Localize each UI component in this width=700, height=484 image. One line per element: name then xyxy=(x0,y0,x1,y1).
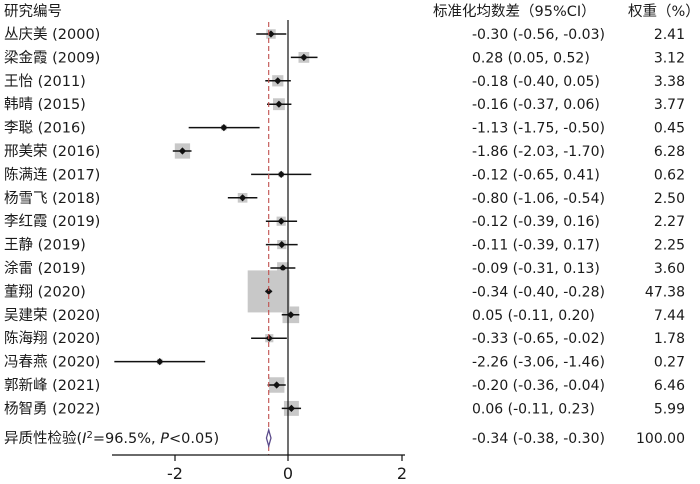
study-weight-text: 6.46 xyxy=(654,378,685,394)
study-weight-text: 2.50 xyxy=(654,191,685,207)
study-label: 陈满连 (2017) xyxy=(4,165,100,183)
overall-i2-sup: 2 xyxy=(86,430,92,441)
study-label: 丛庆美 (2000) xyxy=(4,26,100,43)
study-ci-text: -1.13 (-1.75, -0.50) xyxy=(472,121,605,137)
study-ci-text: 0.28 (0.05, 0.52) xyxy=(472,50,590,66)
study-label: 王怡 (2011) xyxy=(4,73,86,90)
study-label: 王静 (2019) xyxy=(4,237,86,254)
study-label: 杨智勇 (2022) xyxy=(4,400,100,417)
study-weight-text: 3.77 xyxy=(654,97,685,113)
study-label: 李聪 (2016) xyxy=(4,120,86,137)
x-tick-label-neg2: -2 xyxy=(167,464,183,483)
overall-p-value: <0.05) xyxy=(169,431,219,447)
overall-ci-text: -0.34 (-0.38, -0.30) xyxy=(472,431,605,447)
overall-weight-text: 100.00 xyxy=(636,431,685,447)
study-point-estimate xyxy=(278,241,286,249)
study-point-estimate xyxy=(265,287,273,295)
x-tick-label-0: 0 xyxy=(283,464,293,483)
study-point-estimate xyxy=(287,311,295,319)
study-label: 冯春燕 (2020) xyxy=(4,354,100,371)
study-weight-text: 3.60 xyxy=(654,261,685,277)
study-weight-text: 2.41 xyxy=(654,27,685,43)
plot-marks xyxy=(114,29,318,416)
study-label: 李红霞 (2019) xyxy=(4,213,100,230)
study-weight-text: 3.38 xyxy=(654,74,685,90)
study-weight-text: 3.12 xyxy=(654,50,685,66)
study-ci-text: 0.06 (-0.11, 0.23) xyxy=(472,401,595,417)
x-tick-label-2: 2 xyxy=(397,464,407,483)
study-ci-text: -0.11 (-0.39, 0.17) xyxy=(472,238,600,254)
study-ci-text: -0.16 (-0.37, 0.06) xyxy=(472,97,600,113)
study-weight-text: 0.45 xyxy=(654,121,685,137)
study-point-estimate xyxy=(277,170,285,178)
study-point-estimate xyxy=(178,147,187,155)
study-weight-text: 1.78 xyxy=(654,331,685,347)
header-study: 研究编号 xyxy=(4,3,62,20)
study-ci-text: -0.18 (-0.40, 0.05) xyxy=(472,74,600,90)
study-ci-text: -0.20 (-0.36, -0.04) xyxy=(472,378,605,394)
study-label: 涂雷 (2019) xyxy=(4,260,86,277)
study-label: 吴建荣 (2020) xyxy=(4,307,100,324)
study-weight-text: 2.25 xyxy=(654,238,685,254)
study-ci-text: -0.12 (-0.39, 0.16) xyxy=(472,214,600,230)
study-label: 邢美荣 (2016) xyxy=(4,143,100,160)
study-ci-text: -1.86 (-2.03, -1.70) xyxy=(472,144,605,160)
study-ci-text: -0.34 (-0.40, -0.28) xyxy=(472,284,605,300)
study-rows-text: 丛庆美 (2000) -0.30 (-0.56, -0.03) 2.41 梁金霞 (2… xyxy=(4,26,685,417)
study-point-estimate xyxy=(239,194,247,202)
study-weight-text: 0.27 xyxy=(654,355,685,371)
study-weight-text: 47.38 xyxy=(645,284,685,300)
study-point-estimate xyxy=(267,30,275,38)
study-label: 韩晴 (2015) xyxy=(4,96,86,113)
study-weight-text: 0.62 xyxy=(654,167,685,183)
study-point-estimate xyxy=(279,264,287,272)
overall-p-symbol: P xyxy=(160,431,169,447)
overall-label-prefix: 异质性检验( xyxy=(4,430,82,447)
study-point-estimate xyxy=(156,358,164,366)
study-ci-text: -0.33 (-0.65, -0.02) xyxy=(472,331,605,347)
study-ci-text: -0.30 (-0.56, -0.03) xyxy=(472,27,605,43)
study-point-estimate xyxy=(265,334,273,342)
study-ci-text: -0.09 (-0.31, 0.13) xyxy=(472,261,600,277)
overall-label: 异质性检验(I2=96.5%, P<0.05) xyxy=(4,430,219,448)
x-axis-ticks: -2 0 2 xyxy=(167,455,407,483)
study-point-estimate xyxy=(273,381,281,389)
study-label: 梁金霞 (2009) xyxy=(4,49,100,66)
study-weight-text: 7.44 xyxy=(654,308,685,324)
header-weight: 权重（%） xyxy=(628,3,700,20)
study-ci-text: 0.05 (-0.11, 0.20) xyxy=(472,308,595,324)
overall-row: 异质性检验(I2=96.5%, P<0.05) -0.34 (-0.38, -0… xyxy=(4,427,685,449)
study-point-estimate xyxy=(300,53,308,61)
study-point-estimate xyxy=(275,100,283,108)
study-weight-text: 5.99 xyxy=(654,401,685,417)
header-ci: 标准化均数差（95%CI） xyxy=(433,3,596,20)
overall-i2-value: =96.5%, xyxy=(93,431,160,447)
study-label: 杨雪飞 (2018) xyxy=(4,190,100,207)
study-ci-text: -2.26 (-3.06, -1.46) xyxy=(472,355,605,371)
study-weight-text: 6.28 xyxy=(654,144,685,160)
study-point-estimate xyxy=(277,217,285,225)
study-label: 陈海翔 (2020) xyxy=(4,329,100,347)
study-ci-text: -0.80 (-1.06, -0.54) xyxy=(472,191,605,207)
study-label: 董翔 (2020) xyxy=(4,283,86,300)
study-point-estimate xyxy=(287,404,296,412)
study-ci-text: -0.12 (-0.65, 0.41) xyxy=(472,167,600,183)
overall-diamond xyxy=(265,427,272,449)
overall-i2-symbol: I xyxy=(82,431,86,447)
study-point-estimate xyxy=(220,124,228,132)
study-label: 郭新峰 (2021) xyxy=(4,377,100,394)
study-weight-text: 2.27 xyxy=(654,214,685,230)
study-point-estimate xyxy=(274,77,282,85)
